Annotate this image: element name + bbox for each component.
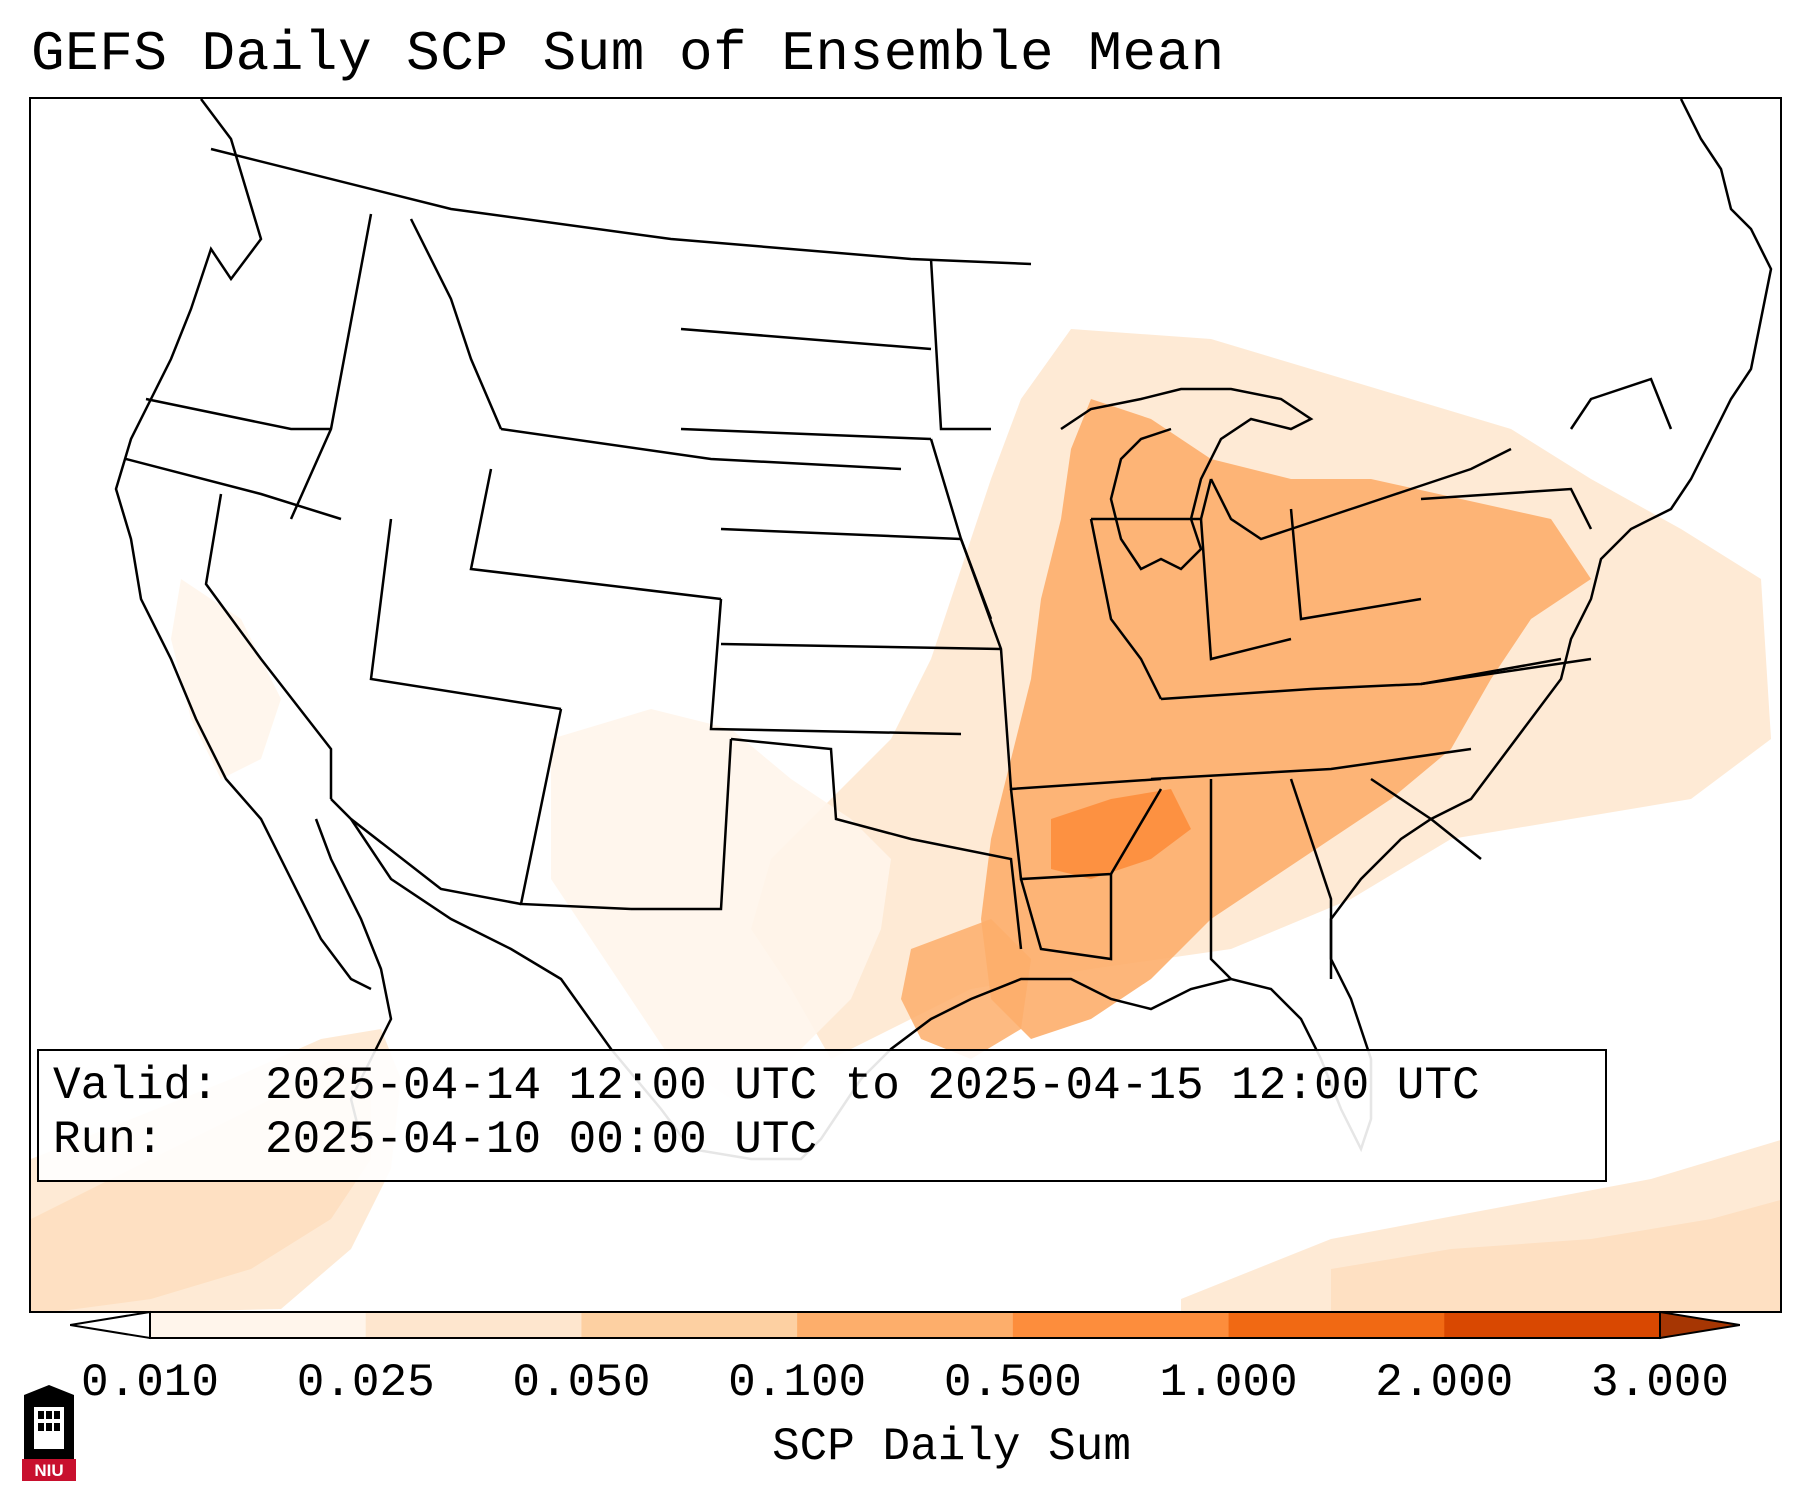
map-title: GEFS Daily SCP Sum of Ensemble Mean xyxy=(31,22,1225,86)
border-nm-tx xyxy=(631,738,733,911)
border-ca-nv xyxy=(204,493,333,799)
colorbar-segment xyxy=(1228,1312,1445,1338)
border-ks-ok xyxy=(720,642,1002,651)
border-ne-ks xyxy=(720,527,962,541)
border-sd-ne xyxy=(680,427,932,441)
border-ar xyxy=(1009,788,1163,881)
border-id xyxy=(289,213,373,520)
colorbar-segments xyxy=(150,1312,1661,1338)
border-ga-sc xyxy=(1370,777,1482,860)
colorbar xyxy=(70,1310,1740,1340)
border-co-nm xyxy=(519,708,632,911)
border-co-ks xyxy=(709,598,962,736)
border-in-oh xyxy=(1199,518,1292,661)
colorbar-segment xyxy=(1444,1312,1661,1338)
border-al-ga xyxy=(1289,778,1333,979)
border-id-mt xyxy=(409,218,503,430)
border-mn xyxy=(929,258,991,431)
valid-run-info-box: Valid: 2025-04-14 12:00 UTC to 2025-04-1… xyxy=(37,1049,1607,1182)
colorbar-segment xyxy=(365,1312,582,1338)
border-ny-ne xyxy=(1569,377,1673,430)
border-va-nc xyxy=(1420,657,1592,686)
colorbar-tick-label: 0.500 xyxy=(943,1357,1082,1409)
colorbar-tick-label: 0.050 xyxy=(512,1357,651,1409)
run-value: 2025-04-10 00:00 UTC xyxy=(265,1114,818,1166)
colorbar-tick-label: 3.000 xyxy=(1590,1357,1730,1409)
border-la xyxy=(1019,874,1113,961)
border-oh-pa xyxy=(1289,508,1422,621)
shading-caribbean-outer xyxy=(1181,1140,1780,1311)
colorbar-tick-label: 0.010 xyxy=(80,1357,220,1409)
border-tn-ms xyxy=(1150,747,1472,781)
colorbar-label: SCP Daily Sum xyxy=(772,1421,1131,1473)
border-mt-wy xyxy=(500,427,902,471)
logo-text: NIU xyxy=(34,1461,63,1480)
state-borders xyxy=(125,147,1673,980)
border-il-in xyxy=(1089,518,1163,700)
colorbar-extend-high xyxy=(1659,1310,1740,1340)
great-lakes-outline xyxy=(1060,387,1512,571)
colorbar-segment xyxy=(150,1312,367,1338)
border-ky-tn xyxy=(1160,657,1562,701)
border-ms-al xyxy=(1209,779,1232,980)
border-or-ca xyxy=(125,457,342,521)
valid-row: Valid: 2025-04-14 12:00 UTC to 2025-04-1… xyxy=(53,1059,1591,1113)
colorbar-tick-label: 2.000 xyxy=(1375,1357,1514,1409)
shading-strong-arklatex xyxy=(1051,789,1191,879)
run-label: Run: xyxy=(53,1114,164,1166)
valid-value: 2025-04-14 12:00 UTC to 2025-04-15 12:00… xyxy=(265,1060,1480,1112)
colorbar-tick-label: 1.000 xyxy=(1159,1357,1298,1409)
colorbar-segment xyxy=(1012,1312,1230,1338)
border-mo xyxy=(959,538,1162,791)
niu-logo: NIU xyxy=(22,1385,76,1481)
colorbar-extend-low xyxy=(70,1310,151,1340)
colorbar-segment xyxy=(797,1312,1014,1338)
border-nd-sd xyxy=(680,327,932,351)
border-north xyxy=(210,147,1032,266)
colorbar-tick-label: 0.100 xyxy=(728,1357,867,1409)
border-wy-co xyxy=(469,468,722,601)
shading-medium-texas xyxy=(901,919,1031,1059)
border-ok-tx xyxy=(730,737,1023,950)
border-ut-az xyxy=(369,518,562,711)
border-nv-az xyxy=(330,798,522,906)
border-pa-ny xyxy=(1420,487,1593,530)
colorbar-border xyxy=(149,1311,1661,1339)
colorbar-segment xyxy=(581,1312,798,1338)
colorbar-tick-label: 0.025 xyxy=(296,1357,435,1409)
run-row: Run: 2025-04-10 00:00 UTC xyxy=(53,1113,1591,1167)
shading-light-california xyxy=(171,579,281,779)
map-panel xyxy=(29,97,1782,1313)
border-wa-or xyxy=(145,397,331,431)
valid-label: Valid: xyxy=(53,1060,219,1112)
